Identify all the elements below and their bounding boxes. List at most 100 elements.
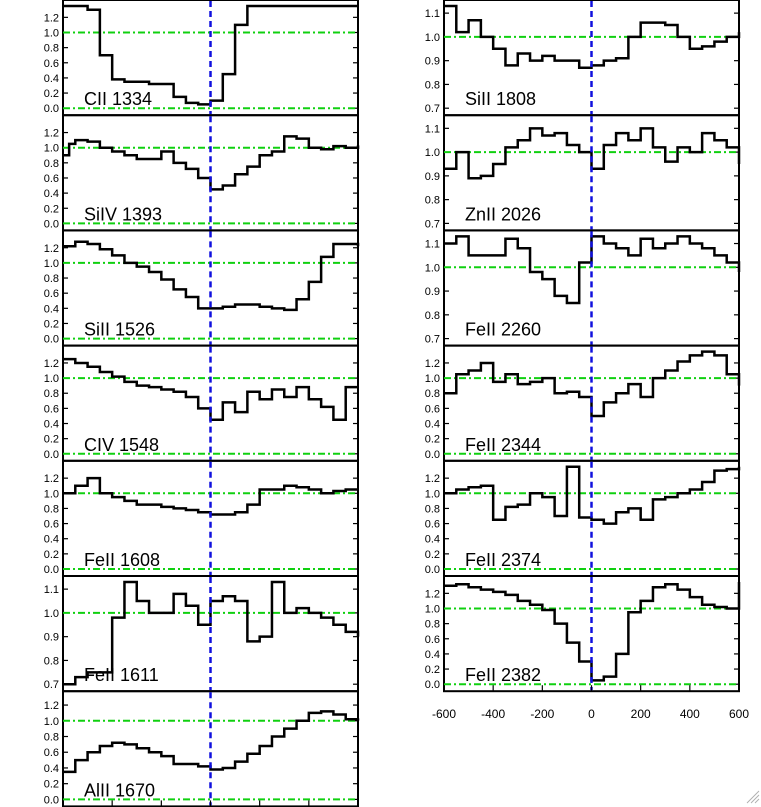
y-tick-label: 0.4 bbox=[44, 534, 59, 546]
y-tick-label: 0.8 bbox=[44, 503, 59, 515]
panel-civ-1548: 0.0 0.2 0.4 0.6 0.8 1.0 1.2 CIV 1548 bbox=[44, 344, 359, 462]
y-tick-label: 0.4 bbox=[44, 303, 59, 315]
y-tick-label: 0.4 bbox=[44, 188, 59, 200]
spectrum-line bbox=[63, 580, 360, 686]
y-tick-label: 0.8 bbox=[44, 388, 59, 400]
y-tick-label: 0.6 bbox=[44, 747, 59, 759]
y-tick-label: 0.7 bbox=[425, 334, 440, 346]
y-tick-label: 0.2 bbox=[425, 549, 440, 561]
spectrum-line bbox=[63, 710, 360, 774]
y-tick-label: 1.2 bbox=[44, 12, 59, 24]
y-tick-label: 0.8 bbox=[425, 310, 440, 322]
y-tick-label: 0.2 bbox=[44, 203, 59, 215]
y-tick-label: 0.0 bbox=[44, 794, 59, 806]
spectrum-line bbox=[63, 357, 358, 421]
y-tick-label: 0.4 bbox=[44, 73, 59, 85]
y-tick-label: 1.0 bbox=[44, 373, 59, 385]
y-tick-label: 0.7 bbox=[44, 679, 59, 691]
y-tick-label: 0.8 bbox=[44, 732, 59, 744]
y-tick-label: 0.0 bbox=[44, 103, 59, 115]
transition-label: FeII 2374 bbox=[465, 550, 541, 570]
transition-label: FeII 2382 bbox=[465, 665, 541, 685]
panel-feii-2382: 0.0 0.2 0.4 0.6 0.8 1.0 1.2 FeII 2382 bbox=[425, 575, 741, 693]
y-tick-label: 1.0 bbox=[44, 258, 59, 270]
panel-feii-1611: 0.7 0.8 0.9 1.0 1.1 FeII 1611 bbox=[44, 575, 360, 693]
y-tick-label: 1.2 bbox=[44, 473, 59, 485]
transition-label: CIV 1548 bbox=[84, 435, 159, 455]
panel-siii-1808: 0.7 0.8 0.9 1.0 1.1 SiII 1808 bbox=[425, 0, 741, 117]
y-tick-label: 0.8 bbox=[44, 43, 59, 55]
y-tick-label: 1.2 bbox=[425, 358, 440, 370]
y-tick-label: 1.0 bbox=[425, 32, 440, 44]
transition-label: SiII 1526 bbox=[84, 320, 155, 340]
y-tick-label: 1.1 bbox=[425, 123, 440, 135]
y-tick-label: 1.1 bbox=[425, 239, 440, 251]
transition-label: SiII 1808 bbox=[465, 89, 536, 109]
y-tick-label: 1.0 bbox=[425, 603, 440, 615]
panel-siiv-1393: 0.0 0.2 0.4 0.6 0.8 1.0 1.2 SiIV 1393 bbox=[44, 114, 360, 232]
y-tick-label: 0.2 bbox=[44, 549, 59, 561]
y-tick-label: 0.6 bbox=[425, 519, 440, 531]
y-tick-label: 1.0 bbox=[425, 488, 440, 500]
transition-label: FeII 2344 bbox=[465, 435, 541, 455]
panel-feii-1608: 0.0 0.2 0.4 0.6 0.8 1.0 1.2 FeII 1608 bbox=[44, 459, 359, 577]
y-tick-label: 1.0 bbox=[425, 373, 440, 385]
spectrum-line bbox=[63, 4, 358, 106]
y-tick-label: 1.0 bbox=[44, 27, 59, 39]
transition-label: CII 1334 bbox=[84, 89, 152, 109]
y-tick-label: 0.4 bbox=[44, 419, 59, 431]
y-tick-label: 1.0 bbox=[425, 147, 440, 159]
panel-feii-2374: 0.0 0.2 0.4 0.6 0.8 1.0 1.2 FeII 2374 bbox=[425, 459, 741, 577]
x-tick-label: -600 bbox=[432, 707, 456, 721]
y-tick-label: 0.7 bbox=[425, 218, 440, 230]
y-tick-label: 0.8 bbox=[44, 655, 59, 667]
y-tick-label: 1.2 bbox=[44, 700, 59, 712]
x-tick-label: 600 bbox=[729, 707, 749, 721]
x-axis-right: -600 -400 -200 0 200 400 600 bbox=[432, 685, 749, 721]
y-tick-label: 0.2 bbox=[44, 88, 59, 100]
y-tick-label: 0.2 bbox=[425, 664, 440, 676]
y-tick-label: 0.2 bbox=[44, 318, 59, 330]
panel-feii-2344: 0.0 0.2 0.4 0.6 0.8 1.0 1.2 FeII 2344 bbox=[425, 344, 741, 462]
y-tick-label: 1.2 bbox=[44, 128, 59, 140]
spectrum-line bbox=[63, 135, 360, 191]
y-tick-label: 0.9 bbox=[44, 632, 59, 644]
y-tick-label: 0.0 bbox=[44, 334, 59, 346]
y-tick-label: 0.7 bbox=[425, 103, 440, 115]
y-tick-label: 0.9 bbox=[425, 171, 440, 183]
transition-label: ZnII 2026 bbox=[465, 204, 541, 224]
y-tick-label: 0.0 bbox=[425, 449, 440, 461]
spectrum-line bbox=[444, 350, 741, 418]
y-tick-label: 1.2 bbox=[425, 588, 440, 600]
panel-siii-1526: 0.0 0.2 0.4 0.6 0.8 1.0 1.2 SiII 1526 bbox=[44, 229, 360, 347]
y-tick-label: 1.0 bbox=[425, 262, 440, 274]
y-tick-label: 1.2 bbox=[425, 473, 440, 485]
x-tick-label: 200 bbox=[631, 707, 651, 721]
y-tick-label: 0.6 bbox=[44, 519, 59, 531]
y-tick-label: 0.8 bbox=[425, 388, 440, 400]
resize-grip-icon[interactable] bbox=[746, 790, 760, 804]
x-tick-label: 400 bbox=[680, 707, 700, 721]
y-tick-label: 0.8 bbox=[425, 503, 440, 515]
y-tick-label: 0.0 bbox=[44, 564, 59, 576]
y-tick-label: 1.2 bbox=[44, 243, 59, 255]
y-tick-label: 1.0 bbox=[44, 488, 59, 500]
y-tick-label: 0.9 bbox=[425, 56, 440, 68]
velocity-axes: -600-400-2000200400600-600-400-200020040… bbox=[62, 685, 749, 807]
y-tick-label: 0.2 bbox=[44, 434, 59, 446]
panel-feii-2260: 0.7 0.8 0.9 1.0 1.1 FeII 2260 bbox=[425, 229, 741, 347]
y-tick-label: 0.6 bbox=[425, 634, 440, 646]
transition-label: AlII 1670 bbox=[84, 780, 155, 800]
y-tick-label: 0.8 bbox=[425, 619, 440, 631]
transition-label: SiIV 1393 bbox=[84, 204, 162, 224]
y-tick-label: 0.8 bbox=[44, 273, 59, 285]
y-tick-label: 0.6 bbox=[44, 58, 59, 70]
y-tick-label: 0.4 bbox=[44, 763, 59, 775]
panel-cii-1334: 0.0 0.2 0.4 0.6 0.8 1.0 1.2 CII 1334 bbox=[44, 0, 359, 117]
y-tick-label: 0.2 bbox=[44, 779, 59, 791]
spectrum-line bbox=[63, 240, 360, 312]
y-tick-label: 0.6 bbox=[44, 403, 59, 415]
spectrum-line bbox=[444, 235, 741, 305]
